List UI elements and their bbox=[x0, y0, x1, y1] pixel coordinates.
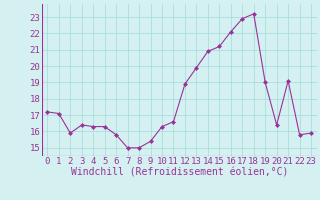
X-axis label: Windchill (Refroidissement éolien,°C): Windchill (Refroidissement éolien,°C) bbox=[70, 168, 288, 178]
